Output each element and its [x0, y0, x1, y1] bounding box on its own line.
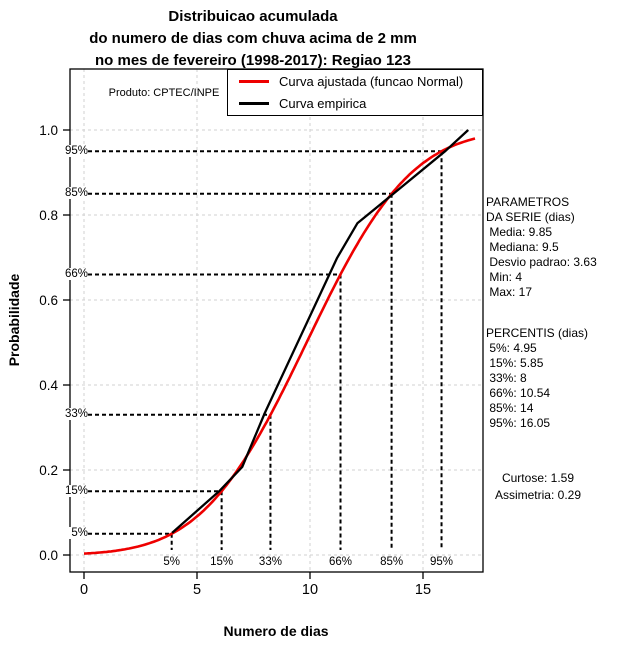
percentile-x-label: 66%	[328, 555, 353, 568]
y-tick-label: 0.2	[39, 462, 58, 478]
percentile-y-label: 5%	[50, 527, 88, 540]
text-line: Mediana: 9.5	[486, 240, 559, 254]
x-axis-title: Numero de dias	[223, 623, 329, 639]
text-line: 66%: 10.54	[486, 386, 551, 400]
chart-title-line1: Distribuicao acumulada	[168, 8, 338, 25]
percentile-x-label: 95%	[430, 555, 454, 568]
percentile-y-label: 85%	[50, 187, 88, 200]
chart-title-line3: no mes de fevereiro (1998-2017): Regiao …	[95, 52, 411, 69]
percentiles-panel: PERCENTIS (dias) 5%: 4.95 15%: 5.85 33%:…	[486, 326, 588, 431]
y-tick-label: 0.4	[39, 377, 58, 393]
text-line: 95%: 16.05	[486, 416, 551, 430]
text-line: DA SERIE (dias)	[486, 210, 575, 224]
text-line: Min: 4	[486, 270, 523, 284]
x-tick-label: 15	[414, 582, 432, 598]
empirical-curve	[171, 129, 469, 534]
empirical-curve-line-sample	[239, 102, 269, 106]
percentile-x-label: 15%	[210, 555, 234, 568]
text-line: 5%: 4.95	[486, 341, 537, 355]
moments-panel: Curtose: 1.59 Assimetria: 0.29	[460, 470, 616, 503]
legend-label-fitted: Curva ajustada (funcao Normal)	[279, 73, 464, 89]
text-line: Desvio padrao: 3.63	[486, 255, 597, 269]
y-tick-label: 0.0	[39, 547, 58, 563]
text-line: PERCENTIS (dias)	[486, 326, 589, 340]
percentile-y-label: 66%	[50, 268, 88, 280]
text-line: 15%: 5.85	[486, 356, 544, 370]
percentile-y-label: 33%	[50, 408, 88, 421]
series-parameters-panel: PARAMETROS DA SERIE (dias) Media: 9.85 Me…	[486, 195, 597, 300]
percentile-x-label: 85%	[380, 555, 404, 568]
y-axis-title: Probabilidade	[6, 273, 22, 367]
legend-label-empirical: Curva empirica	[279, 96, 367, 112]
chart-title: Distribuicao acumulada do numero de dias…	[23, 6, 483, 72]
x-tick-label: 0	[79, 582, 89, 598]
produto-label: Produto: CPTEC/INPE	[108, 87, 220, 99]
fitted-curve-line-sample	[239, 79, 269, 83]
percentile-y-label: 15%	[50, 484, 88, 497]
y-tick-label: 0.6	[39, 292, 58, 308]
text-line: Assimetria: 0.29	[494, 487, 582, 502]
y-tick-label: 1.0	[39, 122, 58, 138]
text-line: 85%: 14	[486, 401, 534, 415]
legend-entry-fitted: Curva ajustada (funcao Normal)	[228, 70, 482, 93]
y-tick-label: 0.8	[39, 207, 58, 223]
percentile-x-label: 5%	[163, 555, 180, 568]
x-tick-label: 10	[301, 582, 319, 598]
text-line: Media: 9.85	[486, 225, 553, 239]
plot-frame	[69, 68, 484, 573]
percentile-y-label: 95%	[50, 144, 88, 157]
fitted-curve	[83, 137, 476, 555]
x-tick-label: 5	[192, 582, 202, 598]
text-line: Max: 17	[486, 285, 533, 299]
text-line: Curtose: 1.59	[501, 471, 575, 485]
text-line: PARAMETROS	[486, 195, 570, 209]
legend-entry-empirical: Curva empirica	[228, 93, 482, 116]
legend-box: Curva ajustada (funcao Normal) Curva emp…	[227, 69, 483, 116]
chart-title-line2: do numero de dias com chuva acima de 2 m…	[89, 30, 417, 47]
percentile-x-label: 33%	[258, 555, 282, 568]
text-line: 33%: 8	[486, 371, 527, 385]
